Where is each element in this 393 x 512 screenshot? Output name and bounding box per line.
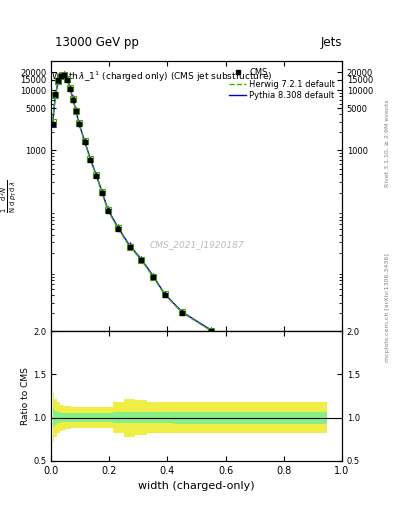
Herwig 7.2.1 default xyxy=(139,257,143,263)
CMS xyxy=(50,120,55,126)
Pythia 8.308 default xyxy=(209,327,213,333)
Pythia 8.308 default xyxy=(88,156,93,162)
Pythia 8.308 default xyxy=(267,359,272,365)
CMS xyxy=(238,346,242,352)
CMS xyxy=(162,292,167,298)
Herwig 7.2.1 default xyxy=(59,73,64,79)
Herwig 7.2.1 default xyxy=(73,108,78,114)
CMS xyxy=(62,72,66,78)
Pythia 8.308 default xyxy=(139,256,143,262)
Herwig 7.2.1 default xyxy=(82,138,87,144)
Pythia 8.308 default xyxy=(162,291,167,297)
Herwig 7.2.1 default xyxy=(238,345,242,351)
Herwig 7.2.1 default xyxy=(62,72,66,78)
Pythia 8.308 default xyxy=(73,107,78,113)
CMS xyxy=(100,189,105,196)
Herwig 7.2.1 default xyxy=(76,120,81,126)
CMS xyxy=(116,226,120,232)
Pythia 8.308 default xyxy=(82,138,87,144)
Herwig 7.2.1 default xyxy=(88,156,93,162)
CMS xyxy=(139,258,143,264)
Herwig 7.2.1 default xyxy=(267,359,272,365)
Herwig 7.2.1 default xyxy=(71,96,75,102)
Line: Herwig 7.2.1 default: Herwig 7.2.1 default xyxy=(53,75,327,409)
Line: CMS: CMS xyxy=(50,72,330,412)
CMS xyxy=(127,244,132,250)
Legend: CMS, Herwig 7.2.1 default, Pythia 8.308 default: CMS, Herwig 7.2.1 default, Pythia 8.308 … xyxy=(227,66,338,102)
Text: CMS_2021_I1920187: CMS_2021_I1920187 xyxy=(149,241,244,249)
Pythia 8.308 default xyxy=(94,172,99,178)
Herwig 7.2.1 default xyxy=(56,78,61,84)
CMS xyxy=(59,73,64,79)
Herwig 7.2.1 default xyxy=(100,189,105,196)
Herwig 7.2.1 default xyxy=(53,92,58,98)
Pythia 8.308 default xyxy=(180,309,184,315)
Pythia 8.308 default xyxy=(71,95,75,101)
Herwig 7.2.1 default xyxy=(68,86,72,92)
Herwig 7.2.1 default xyxy=(116,225,120,231)
Pythia 8.308 default xyxy=(238,344,242,350)
Text: mcplots.cern.ch [arXiv:1306.3436]: mcplots.cern.ch [arXiv:1306.3436] xyxy=(385,253,389,361)
Text: 13000 GeV pp: 13000 GeV pp xyxy=(55,36,139,49)
Herwig 7.2.1 default xyxy=(65,76,70,82)
CMS xyxy=(65,76,70,82)
Herwig 7.2.1 default xyxy=(127,243,132,249)
CMS xyxy=(325,407,330,413)
Pythia 8.308 default xyxy=(59,73,64,79)
Herwig 7.2.1 default xyxy=(296,386,301,392)
Pythia 8.308 default xyxy=(151,272,155,279)
Pythia 8.308 default xyxy=(116,224,120,230)
CMS xyxy=(56,77,61,83)
Herwig 7.2.1 default xyxy=(151,273,155,280)
Y-axis label: $\frac{1}{\mathrm{N}}\,\frac{\mathrm{d}^2 N}{\mathrm{d}\,p_T\,\mathrm{d}\,\lambd: $\frac{1}{\mathrm{N}}\,\frac{\mathrm{d}^… xyxy=(0,180,18,213)
Pythia 8.308 default xyxy=(100,188,105,195)
Line: Pythia 8.308 default: Pythia 8.308 default xyxy=(53,74,327,407)
Pythia 8.308 default xyxy=(296,383,301,390)
CMS xyxy=(296,389,301,395)
CMS xyxy=(82,139,87,145)
CMS xyxy=(76,120,81,126)
Text: Jets: Jets xyxy=(320,36,342,49)
X-axis label: width (charged-only): width (charged-only) xyxy=(138,481,255,491)
CMS xyxy=(94,173,99,179)
Text: Rivet 3.1.10, ≥ 2.9M events: Rivet 3.1.10, ≥ 2.9M events xyxy=(385,99,389,187)
Herwig 7.2.1 default xyxy=(50,119,55,125)
Pythia 8.308 default xyxy=(56,78,61,84)
CMS xyxy=(73,108,78,114)
Pythia 8.308 default xyxy=(53,92,58,98)
Herwig 7.2.1 default xyxy=(162,291,167,297)
Pythia 8.308 default xyxy=(68,84,72,91)
Y-axis label: Ratio to CMS: Ratio to CMS xyxy=(21,367,30,425)
Pythia 8.308 default xyxy=(76,119,81,125)
CMS xyxy=(267,360,272,366)
Pythia 8.308 default xyxy=(62,71,66,77)
CMS xyxy=(53,91,58,97)
Herwig 7.2.1 default xyxy=(105,207,110,214)
Herwig 7.2.1 default xyxy=(180,309,184,315)
Text: Width$\,\lambda\_1^1$ (charged only) (CMS jet substructure): Width$\,\lambda\_1^1$ (charged only) (CM… xyxy=(51,70,272,84)
CMS xyxy=(180,310,184,316)
Pythia 8.308 default xyxy=(50,121,55,127)
CMS xyxy=(105,208,110,214)
CMS xyxy=(209,328,213,334)
CMS xyxy=(71,96,75,102)
CMS xyxy=(88,157,93,163)
Pythia 8.308 default xyxy=(127,242,132,248)
Herwig 7.2.1 default xyxy=(325,406,330,412)
Pythia 8.308 default xyxy=(325,404,330,410)
CMS xyxy=(68,86,72,92)
Herwig 7.2.1 default xyxy=(94,173,99,179)
Pythia 8.308 default xyxy=(65,76,70,82)
CMS xyxy=(151,274,155,280)
Herwig 7.2.1 default xyxy=(209,328,213,334)
Pythia 8.308 default xyxy=(105,206,110,212)
